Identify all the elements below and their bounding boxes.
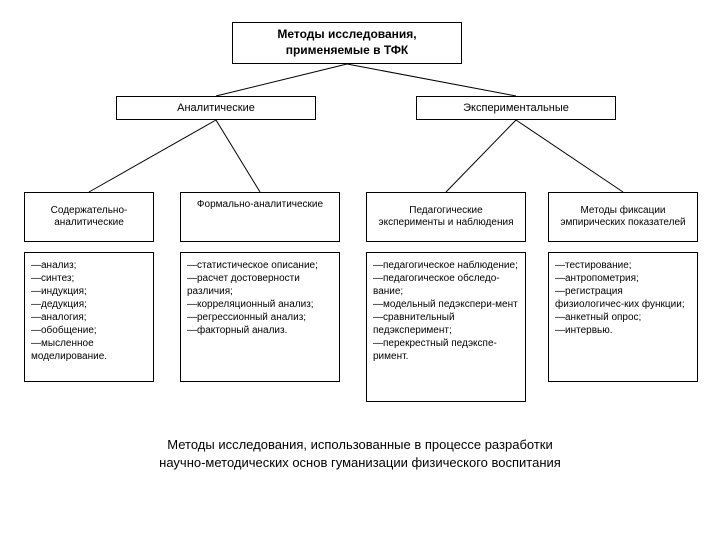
caption: Методы исследования, использованные в пр… [90,436,630,472]
mid-node-experimental: Экспериментальные [416,96,616,120]
list-item: —педагогическое наблюдение; [373,259,519,272]
list-item: —анкетный опрос; [555,311,691,324]
list-item: —антропометрия; [555,272,691,285]
list-item: —перекрестный педэкспе-римент. [373,337,519,363]
list-item: —обобщение; [31,324,147,337]
list-item: —регистрация физиологичес-ких функции; [555,285,691,311]
list-item: —расчет достоверности различия; [187,272,333,298]
list-item: —мысленное моделирование. [31,337,147,363]
leaf-head-l1: Методы фиксации [580,205,665,216]
list-item: —аналогия; [31,311,147,324]
list-item: —факторный анализ. [187,324,333,337]
list-item: —корреляционный анализ; [187,298,333,311]
list-item: —анализ; [31,259,147,272]
leaf-body-1: —статистическое описание;—расчет достове… [180,252,340,382]
list-item: —интервью. [555,324,691,337]
leaf-head-l1: Педагогические [409,205,482,216]
list-item: —индукция; [31,285,147,298]
mid-node-analytical: Аналитические [116,96,316,120]
leaf-head-l2: эмпирических показателей [560,217,685,228]
leaf-body-0: —анализ;—синтез;—индукция;—дедукция;—ана… [24,252,154,382]
caption-l2: научно-методических основ гуманизации фи… [159,455,561,470]
root-node: Методы исследования, применяемые в ТФК [232,22,462,64]
list-item: —сравнительный педэксперимент; [373,311,519,337]
leaf-body-3: —тестирование;—антропометрия;—регистраци… [548,252,698,382]
list-item: —статистическое описание; [187,259,333,272]
list-item: —тестирование; [555,259,691,272]
mid-label: Аналитические [177,102,255,114]
root-title-l1: Методы исследования, [277,27,416,41]
root-title-l2: применяемые в ТФК [286,43,409,57]
leaf-head-1: Формально-аналитические [180,192,340,242]
list-item: —модельный педэкспери-мент [373,298,519,311]
leaf-head-l2: эксперименты и наблюдения [379,217,514,228]
leaf-head-0: Содержательно- аналитические [24,192,154,242]
leaf-head-l2: аналитические [54,217,124,228]
mid-label: Экспериментальные [463,102,569,114]
leaf-head-l1: Содержательно- [51,205,128,216]
list-item: —регрессионный анализ; [187,311,333,324]
list-item: —синтез; [31,272,147,285]
leaf-head-3: Методы фиксации эмпирических показателей [548,192,698,242]
leaf-body-2: —педагогическое наблюдение;—педагогическ… [366,252,526,402]
leaf-head-2: Педагогические эксперименты и наблюдения [366,192,526,242]
list-item: —дедукция; [31,298,147,311]
list-item: —педагогическое обследо-вание; [373,272,519,298]
caption-l1: Методы исследования, использованные в пр… [167,437,552,452]
leaf-head-l1: Формально-аналитические [197,199,323,210]
